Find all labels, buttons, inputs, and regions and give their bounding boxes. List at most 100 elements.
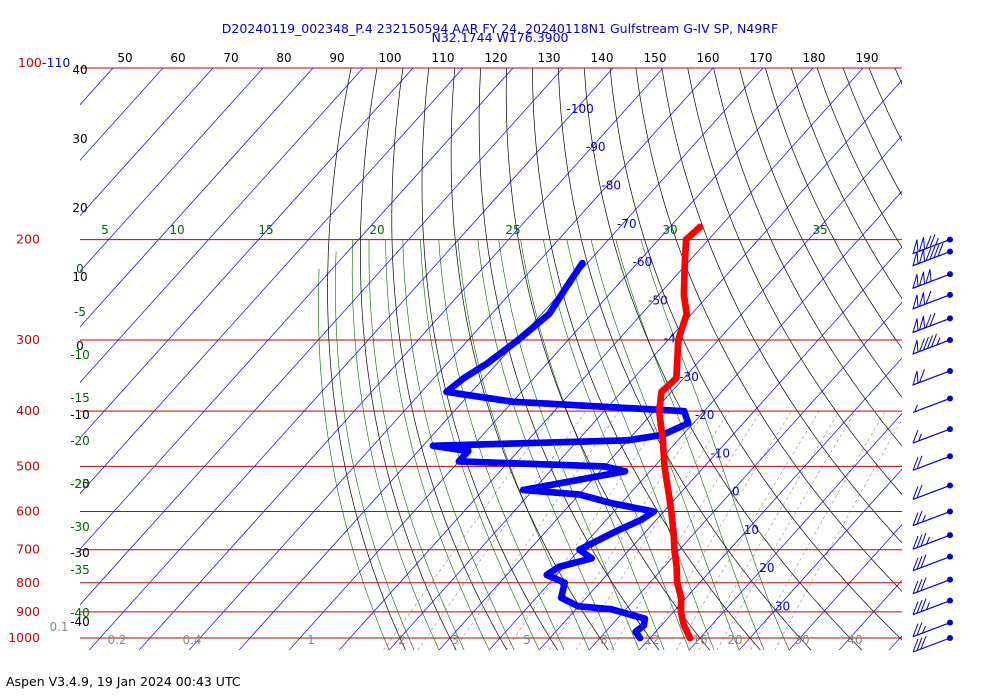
mixing-ratio-line xyxy=(506,411,667,651)
isotherm-line xyxy=(638,357,902,651)
isotherm-line xyxy=(388,79,902,651)
wind-barb-pennant xyxy=(912,239,919,255)
wind-barb xyxy=(912,290,953,310)
isotherm-label: -60 xyxy=(633,255,653,269)
moist-adiabat-left-label: -15 xyxy=(70,391,90,405)
dry-adiabat-line xyxy=(790,68,902,299)
wind-barb-pennant xyxy=(912,339,919,355)
pressure-tick-label: 1000 xyxy=(8,630,40,645)
isotherm-line xyxy=(80,68,164,161)
wind-barb-feather xyxy=(925,290,932,305)
wind-barb xyxy=(912,312,953,334)
moist-adiabat-label: 5 xyxy=(101,223,109,237)
wind-barb-pennant xyxy=(918,236,926,252)
top-axis-tick-label: 50 xyxy=(117,51,132,65)
dry-adiabat-label: -40 xyxy=(70,615,90,629)
wind-barb-staff xyxy=(912,317,951,333)
wind-barb xyxy=(912,233,953,255)
wind-barb-feather xyxy=(912,486,919,500)
wind-barb-staff xyxy=(912,637,951,653)
wind-barb xyxy=(912,532,953,550)
mixing-ratio-label: 0.2 xyxy=(107,633,126,647)
dry-adiabat-line xyxy=(713,68,902,447)
dry-adiabat-line xyxy=(478,68,660,651)
isotherm-label: -90 xyxy=(586,140,606,154)
isotherm-label: -80 xyxy=(601,178,621,192)
dry-adiabat-line xyxy=(532,68,761,651)
moist-adiabat-left-label: -5 xyxy=(74,305,86,319)
top-axis-tick-label: 60 xyxy=(170,51,185,65)
wind-barb-pennant xyxy=(912,370,919,386)
wind-barb-feather xyxy=(912,601,919,615)
mixing-ratio-line xyxy=(698,411,840,651)
wind-barb-pennant xyxy=(918,315,926,331)
mixing-ratio-label: 16 xyxy=(692,633,707,647)
wind-barb-feather xyxy=(916,578,923,593)
isotherm-label: 20 xyxy=(759,561,774,575)
dry-adiabat-label: 30 xyxy=(72,132,87,146)
pressure-tick-label-top-temp: -110 xyxy=(42,55,70,70)
temperature-trace xyxy=(655,223,704,642)
isotherm-line xyxy=(738,468,902,651)
isotherm-line xyxy=(138,68,664,651)
top-axis-tick-label: 130 xyxy=(538,51,561,65)
dry-adiabat-line xyxy=(421,68,558,651)
wind-barb xyxy=(912,367,953,386)
wind-barb-half-feather xyxy=(918,433,922,442)
moist-adiabat-label: 35 xyxy=(812,223,827,237)
isotherm-line xyxy=(80,68,214,217)
wind-barb xyxy=(912,635,953,653)
wind-barb-feather xyxy=(937,243,944,257)
moist-adiabat-line xyxy=(335,251,415,651)
wind-barb-half-feather xyxy=(926,536,930,545)
isotherm-line xyxy=(788,524,902,651)
wind-barb-feather xyxy=(929,312,936,327)
moist-adiabat-line xyxy=(318,268,390,651)
isotherm-line xyxy=(188,68,714,651)
moist-adiabat-line xyxy=(640,239,790,651)
dry-adiabat-line xyxy=(583,68,863,651)
isotherm-line xyxy=(80,68,264,272)
wind-barb-staff xyxy=(912,600,951,616)
dewpoint-trace xyxy=(429,259,692,642)
wind-barb-staff xyxy=(912,294,951,310)
isotherm-label: -70 xyxy=(617,217,637,231)
wind-barb-half-feather xyxy=(936,337,941,346)
dry-adiabat-line xyxy=(816,68,902,249)
mixing-ratio-label: 20 xyxy=(727,633,742,647)
pressure-tick-label: 300 xyxy=(16,332,40,347)
isotherm-line xyxy=(0,55,24,650)
wind-barb-feather xyxy=(912,557,919,571)
moist-adiabat-label: 20 xyxy=(369,223,384,237)
mixing-ratio-line xyxy=(610,411,762,651)
moist-adiabat-left-label: -35 xyxy=(70,563,90,577)
moist-adiabat-left-label: 0 xyxy=(76,262,84,276)
mixing-ratio-line xyxy=(417,411,587,651)
wind-barb-pennant xyxy=(918,271,926,287)
wind-barb-staff xyxy=(912,428,951,444)
pressure-tick-label: 600 xyxy=(16,504,40,519)
dry-adiabat-line xyxy=(391,68,508,651)
top-axis-tick-label: 110 xyxy=(432,51,455,65)
wind-barb-feather xyxy=(925,314,932,328)
isotherms xyxy=(0,55,902,651)
dry-adiabat-line xyxy=(947,68,1000,650)
isotherm-line xyxy=(80,68,314,328)
dry-adiabat-label: 40 xyxy=(72,63,87,77)
temperature-point xyxy=(696,223,704,231)
wind-barb-feather xyxy=(920,635,927,650)
wind-barb-feather xyxy=(923,336,929,351)
dry-adiabat-line xyxy=(661,68,902,544)
isotherm-label: 10 xyxy=(744,523,759,537)
mixing-ratio-line xyxy=(675,411,820,651)
pressure-tick-label: 400 xyxy=(16,403,40,418)
top-axis-tick-label: 150 xyxy=(644,51,667,65)
wind-barb-feather xyxy=(916,599,923,614)
chart-subtitle: N32.1744 W176.3900 xyxy=(431,30,568,45)
isotherm-line xyxy=(338,68,864,651)
wind-barb-feather xyxy=(931,333,937,348)
mixing-ratio-label: 8 xyxy=(600,633,608,647)
wind-barb-feather xyxy=(916,484,923,499)
wind-barb-pennant xyxy=(912,274,919,290)
moist-adiabat-label: 15 xyxy=(258,223,273,237)
